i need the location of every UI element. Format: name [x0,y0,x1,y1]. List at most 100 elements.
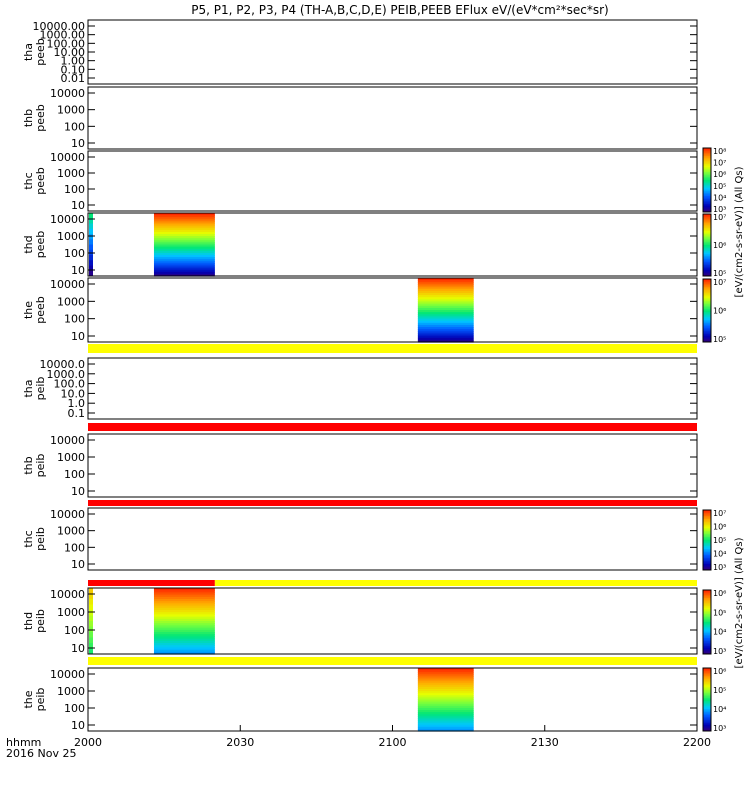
colorbar-cell [703,628,711,631]
colorbar-tick-label: 10⁴ [713,193,726,202]
colorbar-cell [703,650,711,653]
y-tick-label: 1000.0 [47,368,86,381]
spectrogram-cell [417,689,474,692]
colorbar-cell [703,615,711,618]
colorbar-cell [703,237,711,240]
spectrogram-cell [153,244,215,248]
spectrogram-cell [417,299,474,303]
colorbar-cell [703,224,711,227]
colorbar-title-electron: [eV/(cm2-s-sr-eV)] (All Qs) [734,166,745,297]
y-tick-label: 100 [64,183,85,196]
spectrogram-cell [417,693,474,696]
edge-strip [89,270,93,277]
y-tick-label: 10 [71,719,85,732]
colorbar-cell [703,254,711,257]
panel-probe-label: thb [22,456,35,474]
spectrogram-cell [153,638,215,642]
status-bar [88,423,697,431]
colorbar-cell [703,238,711,241]
colorbar-cell [703,702,711,705]
spectrogram-cell [417,712,474,715]
colorbar-tick-label: 10⁶ [713,523,726,532]
edge-strip [89,234,93,240]
y-tick-label: 10.00 [54,46,86,59]
spectrogram-cell [153,250,215,254]
x-tick-label: 2130 [531,736,559,749]
colorbar-cell [703,649,711,652]
y-tick-label: 100.00 [47,37,86,50]
spectrogram-cell [417,718,474,722]
spectrogram-cell [153,623,215,626]
spectrogram-cell [153,217,215,220]
colorbar-cell [703,262,711,265]
spectrogram-cell [417,672,474,675]
colorbar-tick-label: 10⁴ [713,550,726,559]
spectrogram-cell [417,305,474,309]
colorbar-cell [703,636,711,639]
spectrogram-cell [153,261,215,264]
y-tick-label: 10 [71,558,85,571]
x-axis-label-date: 2016 Nov 25 [6,747,76,760]
colorbar-cell [703,646,711,649]
panel-frame [87,507,698,571]
panel-thc-peeb: 10000 1000 100 10 thc peeb [22,150,698,212]
colorbar-tick-label: 10⁴ [713,628,726,637]
colorbar-cell [703,183,711,186]
colorbar-cell [703,652,711,655]
spectrogram-cell [153,616,215,620]
edge-strip [89,265,93,272]
spectrogram-cell [153,242,215,246]
spectrogram-cell [417,331,474,335]
colorbar-cell [703,148,711,151]
colorbar-cell [703,217,711,220]
spectrogram-cell [417,324,474,328]
panel-frame [87,357,698,420]
colorbar-cell [703,683,711,686]
spectrogram-cell [417,684,474,688]
colorbar-cell [703,167,711,170]
colorbar-cell [703,528,711,530]
panel-frame [87,667,698,732]
colorbar-cell [703,194,711,197]
y-tick-label: 10000.00 [33,20,86,33]
colorbar-cell [703,249,711,252]
colorbar-cell [703,312,711,315]
colorbar-cell [703,510,711,512]
spectrogram-cell [153,221,215,225]
panel-the-peib: 10000 1000 100 10 the peib [22,667,698,732]
spectrogram-cell [417,312,474,315]
x-axis: 2000 2030 2100 2130 2200 [74,725,711,749]
colorbar-cell [703,726,711,729]
colorbar-cell [703,337,711,340]
spectrogram-cell [153,640,215,644]
colorbar-tick-label: 10⁷ [713,159,726,168]
edge-strip [89,244,93,251]
colorbar-cell [703,313,711,316]
y-tick-label: 10000 [50,668,85,681]
panel-product-label: peeb [34,167,47,195]
colorbar-cell [703,522,711,524]
panel-frame [87,277,698,343]
y-tick-label: 1000 [57,451,85,464]
colorbar-eib_low: 10⁶ 10⁵ 10⁴ 10³ [702,589,726,656]
spectrogram-cell [153,592,215,596]
edge-strip [89,632,93,638]
panel-thd-peib: 10000 1000 100 10 thd peib [22,587,698,655]
colorbar-cell [703,544,711,547]
colorbar-cell [703,282,711,285]
spectrogram-cell [153,229,215,233]
colorbar-cell [703,671,711,674]
spectrogram-cell [417,726,474,730]
colorbar-group: 10⁸10⁷10⁶10⁵10⁴10³10⁷10⁶10⁵10⁷10⁶10⁵10⁷1… [702,147,745,733]
colorbar-cell [703,715,711,718]
panel-the-peeb: 10000 1000 100 10 the peeb [22,277,698,343]
panel-probe-label: thd [22,235,35,253]
colorbar-cell [703,668,711,671]
spectrogram-cell [417,286,474,290]
colorbar-cell [703,257,711,260]
colorbar-cell [703,547,711,550]
colorbar-cell [703,594,711,597]
colorbar-cell [703,297,711,300]
y-tick-label: 0.1 [68,407,86,420]
edge-strip [89,599,93,605]
